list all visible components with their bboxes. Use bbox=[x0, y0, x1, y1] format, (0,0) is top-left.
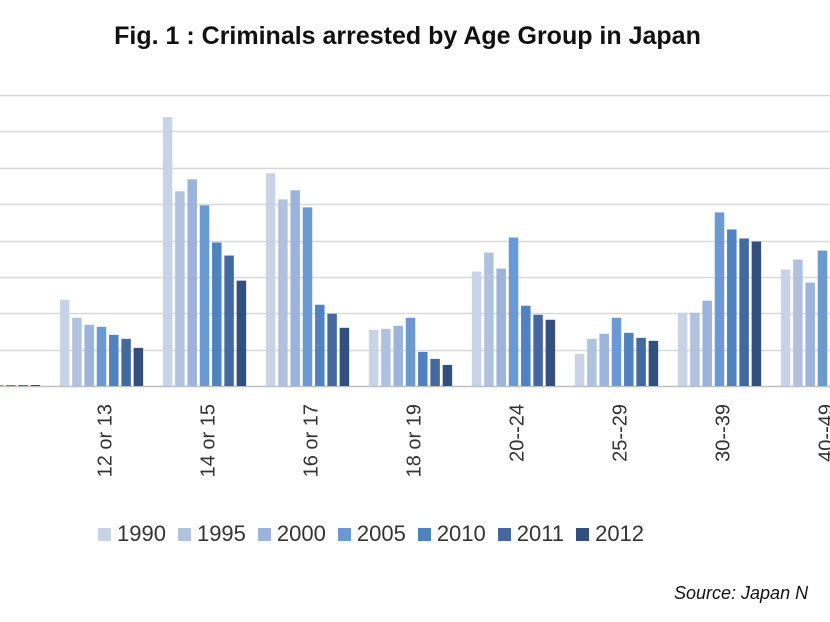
legend-swatch bbox=[98, 527, 111, 541]
legend-item: 2000 bbox=[257, 521, 326, 547]
bar-2005 bbox=[96, 326, 107, 386]
legend-label: 2011 bbox=[516, 521, 565, 546]
bar-2012 bbox=[751, 241, 762, 386]
bar-2012 bbox=[133, 347, 144, 386]
legend-label: 1990 bbox=[117, 521, 166, 546]
bar-1990 bbox=[265, 173, 276, 386]
legend-item: 2011 bbox=[497, 521, 565, 547]
bar-2005 bbox=[0, 384, 4, 386]
bar-2010 bbox=[521, 305, 531, 386]
legend-label: 2010 bbox=[436, 521, 486, 546]
bar-1995 bbox=[381, 328, 391, 386]
bar-2011 bbox=[430, 358, 440, 386]
legend-item: 1990 bbox=[98, 521, 166, 547]
bar-1995 bbox=[175, 191, 185, 386]
bar-2011 bbox=[18, 384, 28, 386]
legend-item: 1995 bbox=[177, 521, 246, 547]
x-tick-label: 20--24 bbox=[507, 404, 529, 462]
bar-2012 bbox=[648, 340, 659, 386]
bar-2005 bbox=[405, 317, 416, 386]
legend-item: 2012 bbox=[576, 521, 644, 547]
legend-label: 2000 bbox=[276, 521, 326, 546]
legend-swatch bbox=[417, 527, 431, 541]
bar-1990 bbox=[368, 329, 379, 386]
bar-2012 bbox=[442, 364, 453, 386]
bar-2011 bbox=[121, 338, 131, 386]
x-tick-label: 30--39 bbox=[713, 404, 735, 462]
bar-2000 bbox=[805, 282, 815, 386]
source-note: Source: Japan N bbox=[674, 583, 809, 603]
chart-title: Fig. 1 : Criminals arrested by Age Group… bbox=[114, 22, 701, 50]
x-tick-label: 14 or 15 bbox=[198, 404, 220, 477]
bar-1990 bbox=[162, 117, 173, 386]
legend-label: 2005 bbox=[356, 521, 406, 546]
bar-2010 bbox=[727, 229, 737, 386]
bar-2000 bbox=[599, 333, 609, 386]
legend-swatch bbox=[337, 527, 351, 541]
x-tick-label: 40--49 bbox=[816, 404, 830, 462]
bar-2005 bbox=[714, 212, 725, 386]
bar-1995 bbox=[690, 312, 700, 386]
bar-2005 bbox=[302, 207, 313, 386]
legend-item: 2005 bbox=[337, 521, 406, 547]
bar-2005 bbox=[817, 250, 828, 386]
bar-2012 bbox=[30, 384, 41, 386]
bar-2010 bbox=[212, 242, 222, 386]
legend-swatch bbox=[497, 527, 511, 541]
bar-2000 bbox=[496, 268, 506, 386]
bar-2010 bbox=[6, 384, 16, 386]
bar-2012 bbox=[545, 319, 556, 386]
bar-1995 bbox=[72, 317, 82, 386]
legend-label: 2012 bbox=[595, 521, 645, 546]
bar-2010 bbox=[315, 304, 325, 386]
bar-1995 bbox=[793, 259, 803, 386]
legend-item: 2010 bbox=[417, 521, 486, 547]
bar-2012 bbox=[236, 280, 247, 386]
bar-2012 bbox=[339, 327, 350, 386]
bar-2000 bbox=[290, 190, 300, 386]
x-tick-label: 18 or 19 bbox=[404, 404, 426, 477]
bar-2005 bbox=[508, 237, 519, 386]
x-tick-label: 25--29 bbox=[610, 404, 632, 462]
bar-2000 bbox=[187, 179, 197, 386]
bar-1995 bbox=[587, 338, 597, 386]
bar-2010 bbox=[418, 351, 428, 386]
bar-2000 bbox=[702, 300, 712, 386]
legend-label: 1995 bbox=[196, 521, 246, 546]
bar-2011 bbox=[739, 238, 749, 386]
x-tick-label: 16 or 17 bbox=[301, 404, 323, 477]
x-tick-label: 12 or 13 bbox=[95, 404, 117, 477]
bar-2011 bbox=[533, 314, 543, 386]
bar-1990 bbox=[780, 269, 791, 386]
bar-1990 bbox=[677, 312, 688, 386]
bar-1995 bbox=[278, 199, 288, 386]
bar-2011 bbox=[636, 337, 646, 386]
bar-2011 bbox=[224, 255, 234, 386]
legend-swatch bbox=[257, 527, 271, 541]
bar-2010 bbox=[624, 332, 634, 386]
bar-1990 bbox=[574, 353, 585, 386]
bar-1995 bbox=[484, 252, 494, 386]
bar-2010 bbox=[109, 334, 119, 386]
legend-swatch bbox=[177, 527, 191, 541]
bar-2011 bbox=[327, 313, 337, 386]
chart-legend: 1990 1995 2000 2005 2010 2011 2012 bbox=[98, 520, 656, 548]
legend-swatch bbox=[576, 527, 590, 541]
bar-1990 bbox=[59, 299, 70, 386]
bar-1990 bbox=[471, 271, 482, 386]
bar-2000 bbox=[84, 324, 94, 386]
bar-2005 bbox=[199, 205, 210, 386]
bar-2005 bbox=[611, 317, 622, 386]
bar-2000 bbox=[393, 325, 403, 386]
